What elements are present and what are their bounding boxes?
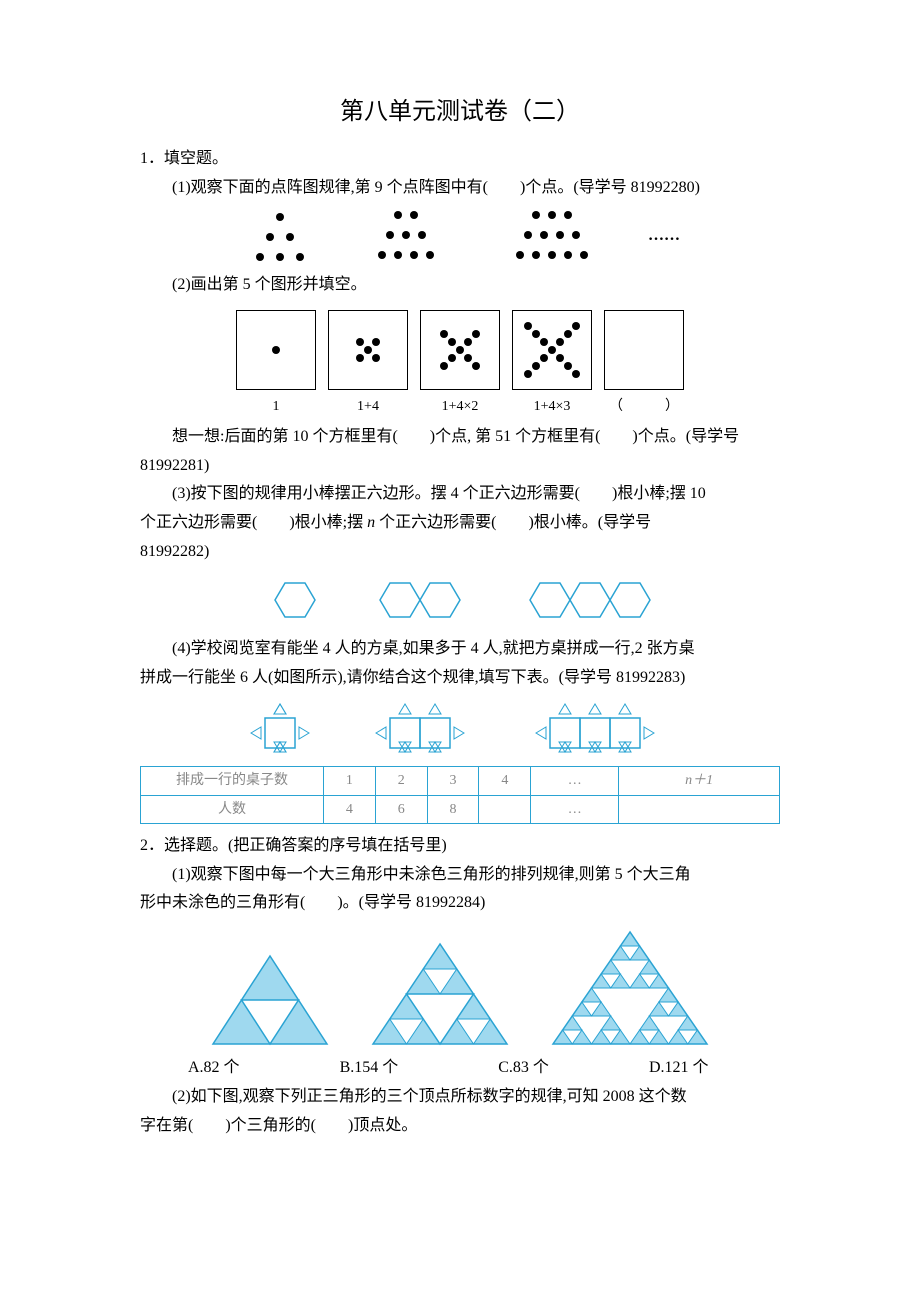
q1-2-head: (2)画出第 5 个图形并填空。 bbox=[140, 271, 780, 300]
q2-1-figures bbox=[140, 928, 780, 1048]
q2-2a: (2)如下图,观察下列正三角形的三个顶点所标数字的规律,可知 2008 这个数 bbox=[140, 1083, 780, 1112]
opt-d: D.121 个 bbox=[649, 1054, 709, 1083]
q2-2b: 字在第( )个三角形的( )顶点处。 bbox=[140, 1112, 780, 1141]
q2-1-options: A.82 个 B.154 个 C.83 个 D.121 个 bbox=[140, 1054, 780, 1083]
q1-3-figures bbox=[140, 573, 780, 627]
q1-2-figures: 1 1+4 1+4×2 bbox=[140, 310, 780, 419]
page-title: 第八单元测试卷（二） bbox=[140, 90, 780, 133]
q1-3b: 个正六边形需要( )根小棒;摆 n 个正六边形需要( )根小棒。(导学号 bbox=[140, 509, 780, 538]
q1-1-text: (1)观察下面的点阵图规律,第 9 个点阵图中有( )个点。(导学号 81992… bbox=[140, 174, 780, 203]
q1-4a: (4)学校阅览室有能坐 4 人的方桌,如果多于 4 人,就把方桌拼成一行,2 张… bbox=[140, 635, 780, 664]
q1-3d: 81992282) bbox=[140, 538, 780, 567]
opt-c: C.83 个 bbox=[498, 1054, 549, 1083]
section-2-head: 2．选择题。(把正确答案的序号填在括号里) bbox=[140, 832, 780, 861]
q1-3a: (3)按下图的规律用小棒摆正六边形。摆 4 个正六边形需要( )根小棒;摆 10 bbox=[140, 480, 780, 509]
q1-1-figures: …… bbox=[140, 209, 780, 265]
section-1-head: 1．填空题。 bbox=[140, 145, 780, 174]
opt-a: A.82 个 bbox=[188, 1054, 240, 1083]
q1-4b: 拼成一行能坐 6 人(如图所示),请你结合这个规律,填写下表。(导学号 8199… bbox=[140, 664, 780, 693]
q1-4-figures bbox=[140, 700, 780, 756]
q2-1a: (1)观察下图中每一个大三角形中未涂色三角形的排列规律,则第 5 个大三角 bbox=[140, 861, 780, 890]
q1-2-tail: 想一想:后面的第 10 个方框里有( )个点, 第 51 个方框里有( )个点。… bbox=[140, 423, 780, 481]
q1-4-table: 排成一行的桌子数 1 2 3 4 … n＋1 人数 4 6 8 … bbox=[140, 766, 780, 823]
opt-b: B.154 个 bbox=[340, 1054, 399, 1083]
q2-1b: 形中未涂色的三角形有( )。(导学号 81992284) bbox=[140, 889, 780, 918]
